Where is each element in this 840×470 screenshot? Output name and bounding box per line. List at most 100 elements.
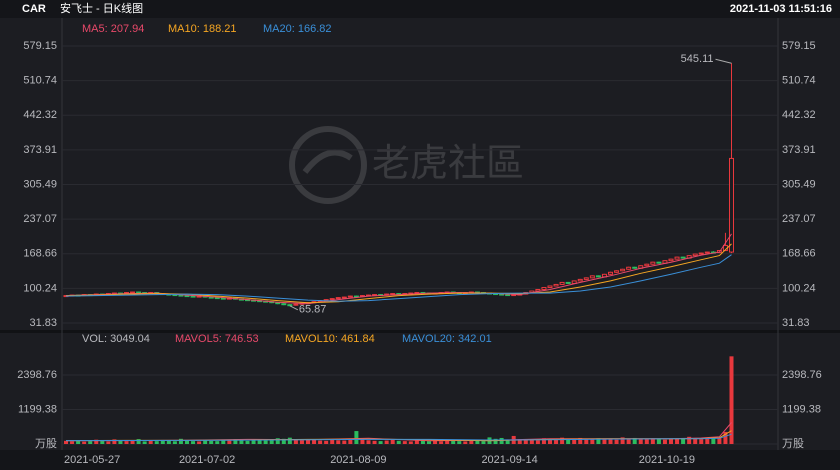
y-tick-label: 100.24 [23, 282, 57, 294]
ma-line [65, 254, 732, 302]
candle-body [692, 253, 698, 257]
volume-bar [396, 440, 401, 444]
volume-bar [572, 439, 577, 444]
volume-bar [94, 439, 99, 444]
candle-body [565, 281, 571, 284]
volume-bar [160, 439, 165, 444]
candle-body [341, 296, 347, 299]
volume-bar [239, 439, 244, 444]
volume-bar [656, 439, 661, 444]
panel-separator [0, 330, 840, 333]
candle-body [644, 263, 650, 267]
volume-bar [384, 440, 389, 444]
legend-entry: MA5: 207.94 [82, 23, 144, 35]
candle-body [281, 303, 287, 306]
timestamp: 2021-11-03 11:51:16 [730, 3, 832, 15]
volume-bar [499, 437, 504, 444]
max-label: 545.11 [681, 53, 714, 65]
volume-bar [535, 440, 540, 444]
candle-body [620, 268, 626, 272]
candle-body [668, 258, 674, 262]
volume-bar [342, 440, 347, 444]
candle-body [535, 289, 541, 292]
y-tick-label: 1199.38 [18, 403, 57, 415]
candle-body [608, 271, 613, 275]
volume-bar [269, 439, 274, 444]
volume-bar [227, 440, 232, 444]
volume-bar [112, 439, 117, 444]
candle-body [547, 285, 553, 288]
volume-bar [632, 437, 637, 444]
volume-bar [348, 439, 353, 444]
x-tick-label: 2021-10-19 [639, 454, 695, 466]
y-tick-label-right: 510.74 [782, 75, 816, 87]
volume-bar [366, 440, 371, 444]
volume-bar [584, 439, 589, 444]
volume-bar [142, 441, 147, 444]
volume-bar [620, 437, 625, 444]
volume-bar [451, 440, 456, 444]
volume-legend: VOL: 3049.04 [82, 333, 150, 345]
ma-line [65, 433, 732, 442]
volume-bar [209, 440, 214, 444]
volume-bar [64, 440, 68, 444]
volume-bar [172, 441, 177, 444]
volume-bar [221, 439, 226, 444]
y-tick-label-right: 1199.38 [782, 403, 821, 415]
candle-body [674, 256, 680, 260]
volume-bar [481, 441, 486, 444]
candle-body [626, 266, 632, 270]
volume-bar [463, 441, 468, 444]
y-tick-label-right: 579.15 [782, 40, 816, 52]
ma-line [65, 422, 732, 442]
volume-bar [638, 438, 643, 444]
legend-entry: MAVOL20: 342.01 [402, 333, 492, 345]
y-tick-label-right: 237.07 [782, 213, 816, 225]
candle-body [698, 252, 704, 255]
volume-bar [608, 438, 613, 444]
volume-bar [275, 438, 280, 444]
candle-body [190, 295, 196, 298]
legend-entry: MA20: 166.82 [263, 23, 332, 35]
y-tick-label-right: 2398.76 [782, 369, 822, 381]
volume-bar [566, 438, 571, 444]
volume-bar [408, 441, 413, 444]
x-tick-label: 2021-07-02 [179, 454, 235, 466]
volume-bar [554, 438, 559, 444]
volume-bar [560, 437, 565, 444]
volume-bar [662, 439, 667, 444]
y-tick-label: 31.83 [29, 317, 57, 329]
y-tick-label: 579.15 [23, 40, 57, 52]
candle-body [287, 304, 293, 307]
volume-bar [614, 439, 619, 444]
y-tick-label: 305.49 [23, 178, 57, 190]
volume-bar [82, 441, 87, 444]
y-tick-label: 510.74 [23, 75, 57, 87]
volume-bar [517, 439, 522, 444]
y-tick-label-right: 万股 [782, 437, 804, 450]
x-tick-label: 2021-08-09 [330, 454, 386, 466]
volume-bar [281, 438, 286, 444]
legend-entry: MAVOL5: 746.53 [175, 333, 259, 345]
volume-bar [372, 440, 377, 444]
watermark-text: 老虎社區 [372, 143, 524, 185]
volume-bar [602, 439, 607, 444]
volume-bar [439, 441, 444, 444]
volume-bar [118, 440, 123, 444]
volume-bar [136, 439, 141, 444]
y-tick-label: 2398.76 [17, 369, 57, 381]
y-tick-label-right: 100.24 [782, 282, 816, 294]
volume-bar [378, 441, 383, 444]
x-tick-label: 2021-05-27 [64, 454, 120, 466]
volume-bar [336, 440, 341, 444]
volume-bar [233, 439, 238, 444]
volume-bar [723, 431, 728, 444]
volume-bar [178, 438, 183, 444]
y-tick-label: 237.07 [23, 213, 57, 225]
y-tick-label: 373.91 [23, 144, 57, 156]
y-tick-label-right: 31.83 [782, 317, 810, 329]
volume-bar [433, 440, 438, 444]
volume-bar [475, 440, 480, 444]
candle-body [329, 298, 335, 301]
y-tick-label-right: 373.91 [782, 144, 816, 156]
